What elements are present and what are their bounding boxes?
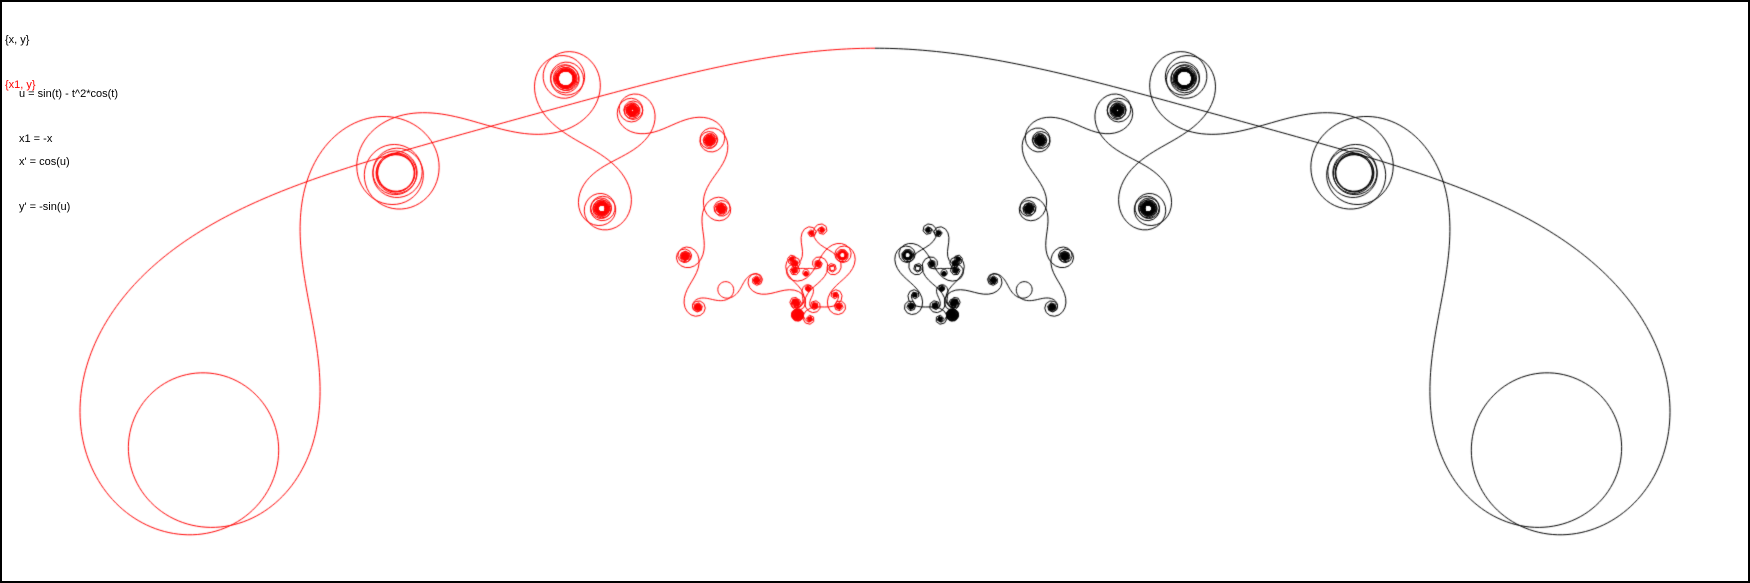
equation-x-derivative: x' = cos(u) — [19, 156, 70, 168]
derivatives-block: x' = cos(u) y' = -sin(u) — [19, 125, 70, 245]
equation-u-definition: u = sin(t) - t^2*cos(t) — [19, 88, 118, 100]
legend-item-xy: {x, y} — [5, 34, 30, 46]
equation-y-derivative: y' = -sin(u) — [19, 201, 71, 213]
equation-x1-definition: x1 = -x — [19, 133, 53, 145]
definitions-block: u = sin(t) - t^2*cos(t) x1 = -x — [19, 57, 118, 177]
legend: {x, y} {x1, y} — [5, 3, 36, 123]
legend-item-x1y: {x1, y} — [5, 79, 36, 91]
